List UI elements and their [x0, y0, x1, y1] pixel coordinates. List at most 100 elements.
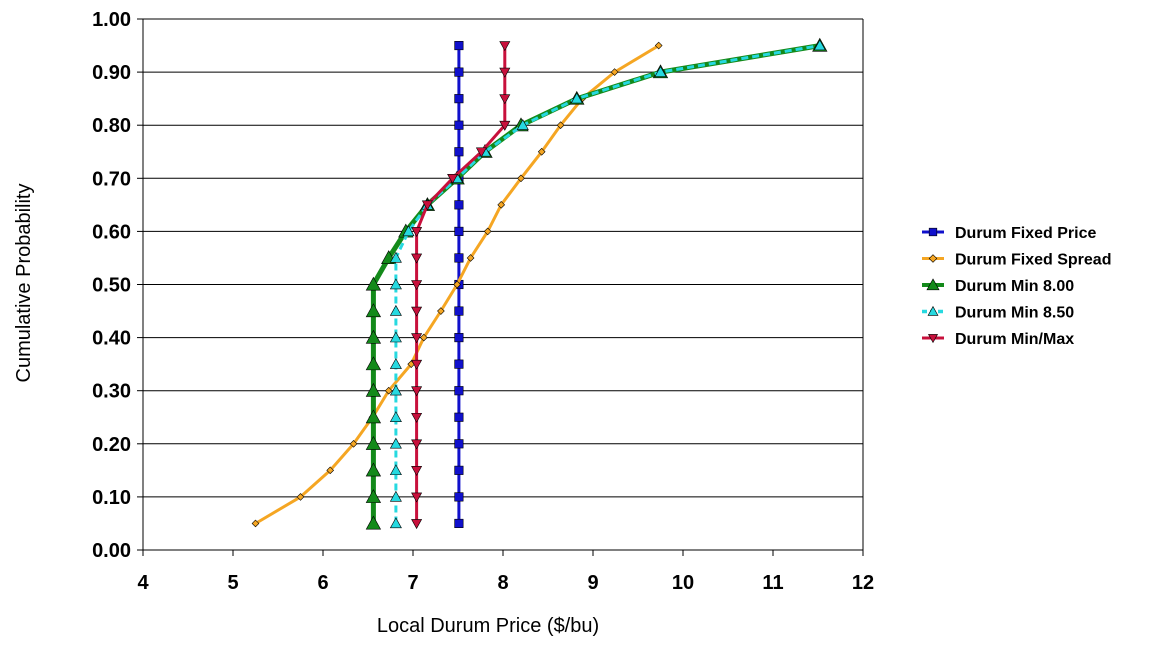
data-point	[454, 465, 464, 475]
data-point	[251, 519, 260, 528]
legend-label: Durum Min 8.50	[955, 305, 1074, 322]
x-tick-label: 8	[497, 572, 508, 594]
data-point	[516, 119, 529, 130]
data-point	[389, 437, 402, 449]
data-point	[411, 492, 423, 503]
data-point	[454, 386, 464, 396]
data-point	[454, 439, 464, 449]
data-point	[654, 65, 667, 77]
y-tick-label: 0.80	[92, 115, 131, 137]
data-point	[454, 492, 464, 502]
data-point	[389, 517, 402, 529]
x-tick-label: 6	[317, 572, 328, 594]
y-tick-label: 0.40	[92, 328, 131, 350]
x-axis-title: Local Durum Price ($/bu)	[377, 615, 599, 637]
data-point	[411, 359, 423, 370]
data-point	[411, 333, 423, 344]
data-point	[389, 384, 402, 396]
data-point	[384, 386, 393, 395]
data-point	[421, 200, 433, 211]
data-point	[365, 356, 382, 371]
legend-item-durum-min-8-50: Durum Min 8.50	[922, 305, 1074, 322]
data-point	[389, 358, 402, 369]
legend-swatch-marker	[926, 278, 940, 291]
data-point	[454, 226, 464, 236]
data-point	[411, 466, 423, 476]
y-tick-label: 0.70	[92, 168, 131, 190]
legend-label: Durum Fixed Price	[955, 225, 1096, 242]
legend-label: Durum Min/Max	[955, 331, 1074, 348]
data-point	[419, 333, 428, 342]
data-point	[411, 386, 423, 397]
data-point	[411, 439, 423, 450]
x-tick-labels: 4 5 6 7 8 9 10 11 12	[137, 572, 874, 594]
legend-swatch-marker	[928, 254, 938, 263]
legend-label: Durum Fixed Spread	[955, 252, 1111, 269]
data-point	[454, 67, 464, 77]
data-point	[411, 412, 423, 423]
legend-swatch-marker	[927, 334, 939, 344]
data-point	[365, 276, 382, 291]
series-durum-fixed-spread	[251, 41, 663, 528]
y-tick-label: 1.00	[92, 9, 131, 31]
data-point	[349, 439, 358, 448]
data-point	[365, 462, 382, 477]
data-point	[454, 306, 464, 316]
y-axis-title: Cumulative Probability	[13, 184, 35, 383]
y-tick-label: 0.90	[92, 62, 131, 84]
data-point	[654, 41, 663, 50]
legend-swatch-marker	[928, 227, 938, 237]
data-point	[483, 227, 492, 236]
data-point	[570, 92, 583, 104]
data-point	[365, 489, 382, 503]
data-point	[499, 67, 511, 78]
gridlines	[137, 18, 864, 556]
data-point	[454, 253, 464, 263]
data-point	[389, 304, 402, 316]
x-tick-label: 10	[672, 572, 694, 594]
y-tick-label: 0.60	[92, 221, 131, 243]
data-point	[499, 94, 511, 105]
y-tick-label: 0.50	[92, 275, 131, 297]
legend: Durum Fixed Price Durum Fixed Spread Durum…	[922, 225, 1111, 348]
data-point	[454, 200, 464, 210]
data-point	[411, 280, 423, 291]
legend-item-durum-fixed-spread: Durum Fixed Spread	[922, 252, 1111, 269]
data-point	[453, 280, 461, 289]
x-tick-label: 12	[852, 572, 874, 594]
x-tick-label: 4	[137, 572, 149, 594]
y-tick-labels: 0.00 0.10 0.20 0.30 0.40 0.50 0.60 0.70 0.80 0.90…	[92, 9, 131, 562]
axes	[142, 18, 864, 551]
x-tick-label: 11	[762, 572, 783, 594]
data-point	[411, 227, 423, 238]
data-point	[454, 518, 464, 529]
series-group	[251, 37, 828, 530]
data-point	[499, 120, 511, 131]
series-durum-min-8-00	[365, 37, 828, 530]
data-point	[454, 40, 464, 51]
data-point	[389, 411, 402, 422]
data-point	[365, 409, 382, 424]
data-point	[389, 331, 402, 343]
legend-item-durum-min-max: Durum Min/Max	[922, 331, 1074, 348]
legend-item-durum-min-8-00: Durum Min 8.00	[922, 278, 1074, 295]
series-durum-min-8-50	[389, 39, 826, 529]
y-tick-label: 0.00	[92, 540, 131, 562]
data-point	[389, 464, 402, 476]
data-point	[537, 147, 546, 156]
data-point	[365, 436, 382, 450]
data-point	[454, 120, 464, 130]
x-tick-label: 5	[227, 572, 238, 594]
data-point	[610, 68, 619, 76]
data-point	[365, 329, 382, 344]
data-point	[389, 490, 402, 502]
data-point	[411, 519, 423, 530]
data-point	[437, 307, 445, 315]
data-point	[454, 94, 464, 104]
legend-label: Durum Min 8.00	[955, 278, 1074, 295]
data-point	[497, 201, 506, 209]
data-point	[402, 225, 415, 237]
data-point	[454, 412, 464, 422]
legend-item-durum-fixed-price: Durum Fixed Price	[922, 225, 1096, 242]
